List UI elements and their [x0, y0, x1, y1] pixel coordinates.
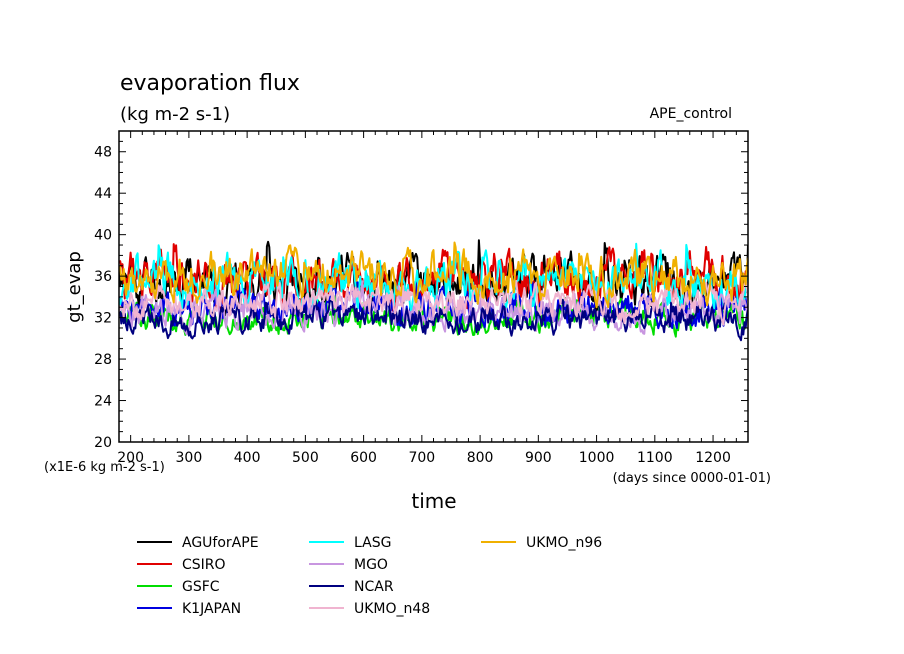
legend-label: MGO [354, 557, 388, 573]
legend-label: AGUforAPE [182, 535, 259, 551]
y-tick-label: 28 [94, 352, 112, 368]
chart-subtitle: (kg m-2 s-1) [120, 104, 230, 125]
x-tick-label: 300 [176, 450, 203, 466]
series-line-ukmo_n48 [119, 276, 748, 326]
x-tick-label: 1100 [637, 450, 673, 466]
x-tick-label: 800 [467, 450, 494, 466]
y-tick-label: 24 [94, 394, 112, 410]
y-unit-note: (x1E-6 kg m-2 s-1) [44, 460, 165, 475]
x-tick-label: 700 [408, 450, 435, 466]
chart-tag: APE_control [650, 106, 732, 122]
legend-label: GSFC [182, 579, 220, 595]
y-axis-label: gt_evap [64, 251, 85, 323]
chart-title: evaporation flux [120, 71, 300, 96]
legend-label: K1JAPAN [182, 601, 241, 617]
legend-label: UKMO_n96 [526, 535, 602, 551]
series-layer [119, 239, 748, 342]
legend-label: UKMO_n48 [354, 601, 430, 617]
series-line-ukmo_n96 [119, 241, 748, 309]
y-tick-label: 20 [94, 435, 112, 451]
x-tick-label: 600 [350, 450, 377, 466]
legend: AGUforAPE CSIRO GSFC K1JAPAN LASG MGO NCAR UKMO… [137, 535, 602, 617]
y-tick-label: 48 [94, 145, 112, 161]
x-tick-label: 500 [292, 450, 319, 466]
y-tick-label: 44 [94, 186, 112, 202]
x-axis-label: time [411, 489, 456, 513]
x-unit-note: (days since 0000-01-01) [613, 471, 771, 486]
x-tick-label: 1200 [695, 450, 731, 466]
y-tick-label: 36 [94, 269, 112, 285]
x-axis: 200 300 400 500 600 700 800 900 1000 1100 1200 [117, 131, 749, 466]
y-tick-label: 32 [94, 311, 112, 327]
x-tick-label: 1000 [579, 450, 615, 466]
x-tick-label: 400 [234, 450, 261, 466]
legend-label: CSIRO [182, 557, 226, 573]
legend-label: LASG [354, 535, 391, 551]
y-axis: 20 24 28 32 36 40 44 48 [94, 130, 748, 451]
x-tick-label: 900 [525, 450, 552, 466]
y-tick-label: 40 [94, 228, 112, 244]
legend-label: NCAR [354, 579, 394, 595]
x-tick-label: 200 [117, 450, 144, 466]
